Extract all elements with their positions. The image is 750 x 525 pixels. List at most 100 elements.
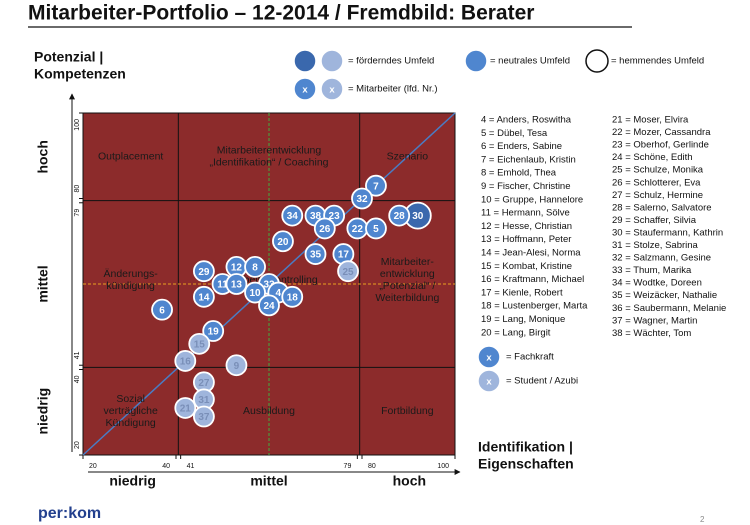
point-label: 28 — [394, 211, 406, 222]
region-label: „Potenzial“ / — [379, 280, 435, 292]
y-band-label: niedrig — [35, 388, 51, 435]
region-label: Mitarbeiter- — [381, 256, 435, 268]
region-label: Ausbildung — [243, 405, 295, 417]
x-band-label: mittel — [250, 473, 287, 489]
region-label: Weiterbildung — [375, 292, 439, 304]
x-tick-label: 100 — [437, 463, 449, 470]
name-entry: 33 = Thum, Marika — [612, 265, 692, 276]
point-label: 38 — [310, 211, 322, 222]
point — [272, 230, 294, 253]
title: Mitarbeiter-Portfolio – 12-2014 / Fremdb… — [28, 2, 534, 25]
legend-label: = Fachkraft — [506, 352, 554, 363]
y-tick-label: 41 — [74, 351, 81, 359]
point — [192, 285, 215, 308]
y-axis-label: Kompetenzen — [34, 66, 126, 82]
name-entry: 31 = Stolze, Sabrina — [612, 240, 699, 251]
name-entry: 25 = Schulze, Monika — [612, 165, 704, 176]
point-label: 20 — [277, 237, 289, 248]
region-label: Szenario — [387, 151, 429, 163]
point — [258, 294, 280, 317]
name-entry: 10 = Gruppe, Hannelore — [481, 194, 583, 205]
y-tick-label: 100 — [74, 119, 81, 131]
region-label: Sozial — [116, 393, 145, 405]
point — [281, 204, 304, 227]
name-entry: 34 = Wodtke, Doreen — [612, 278, 702, 289]
name-entry: 37 = Wagner, Martin — [612, 315, 697, 326]
name-entry: 35 = Weizäcker, Nathalie — [612, 290, 717, 301]
name-entry: 23 = Oberhof, Gerlinde — [612, 140, 709, 151]
x-tick-label: 79 — [344, 463, 352, 470]
legend-label: = förderndes Umfeld — [348, 56, 434, 67]
name-entry: 4 = Anders, Roswitha — [481, 115, 572, 126]
region-label: Änderungs- — [104, 268, 159, 280]
point — [192, 260, 215, 283]
name-entry: 36 = Saubermann, Melanie — [612, 303, 726, 314]
x-tick-label: 41 — [187, 463, 195, 470]
point-label: 11 — [217, 280, 228, 291]
point — [225, 273, 248, 295]
name-entry: 29 = Schaffer, Silvia — [612, 215, 697, 226]
region-label: Fortbildung — [381, 405, 434, 417]
point — [313, 217, 336, 240]
x-band-label: niedrig — [109, 473, 156, 489]
name-entry: 12 = Hesse, Christian — [481, 221, 572, 232]
y-axis-label: Potenzial | — [34, 49, 103, 65]
region-label: Kündigung — [106, 417, 156, 429]
logo: per:kom — [38, 505, 101, 522]
point — [337, 260, 359, 283]
point-label: 12 — [231, 263, 243, 274]
legend-symbol: x — [302, 85, 308, 96]
name-entry: 6 = Enders, Sabine — [481, 141, 562, 152]
name-entry: 26 = Schlotterer, Eva — [612, 177, 701, 188]
legend-marker — [293, 49, 317, 73]
legend-label: = hemmendes Umfeld — [611, 56, 704, 67]
point — [365, 217, 387, 240]
legend-marker — [320, 77, 344, 101]
point — [351, 187, 373, 210]
name-entry: 9 = Fischer, Christine — [481, 181, 571, 192]
legend-marker — [477, 369, 501, 393]
legend-marker — [320, 49, 344, 73]
point-label: 14 — [198, 292, 210, 303]
page-number: 2 — [700, 515, 705, 524]
point — [202, 320, 225, 342]
legend-symbol: x — [329, 85, 335, 96]
point-label: 22 — [352, 224, 364, 235]
x-tick-label: 20 — [89, 463, 97, 470]
region-label: verträgliche — [104, 405, 158, 417]
point — [188, 332, 211, 355]
point-label: 19 — [208, 327, 220, 338]
name-entry: 18 = Lustenberger, Marta — [481, 301, 588, 312]
point-label: 13 — [231, 280, 243, 291]
legend-symbol: x — [486, 377, 492, 388]
point-label: 30 — [412, 211, 424, 222]
point-label: 7 — [373, 181, 379, 192]
region-label: Outplacement — [98, 151, 163, 163]
point-label: 17 — [338, 250, 350, 261]
point — [388, 204, 411, 227]
name-entry: 13 = Hoffmann, Peter — [481, 234, 571, 245]
legend-marker — [477, 345, 501, 369]
point-label: 31 — [198, 395, 210, 406]
name-entry: 15 = Kombat, Kristine — [481, 261, 572, 272]
x-axis-label: Identifikation | — [478, 439, 573, 455]
legend-marker — [585, 49, 609, 73]
name-entry: 19 = Lang, Monique — [481, 314, 565, 325]
x-axis-label: Eigenschaften — [478, 456, 574, 472]
point-label: 21 — [180, 404, 192, 415]
point — [281, 285, 304, 308]
point-label: 9 — [234, 361, 240, 372]
region-label: „Identifikation“ / Coaching — [209, 157, 328, 169]
point — [151, 298, 173, 321]
point-label: 6 — [159, 305, 165, 316]
name-entry: 5 = Dübel, Tesa — [481, 128, 548, 139]
point-label: 37 — [198, 412, 210, 423]
point — [244, 255, 266, 278]
point-label: 35 — [310, 250, 322, 261]
region-label: Mitarbeiterentwicklung — [217, 145, 322, 157]
point-label: 18 — [287, 292, 299, 303]
point — [244, 281, 266, 304]
name-entry: 11 = Hermann, Sölve — [481, 208, 570, 219]
point — [192, 405, 215, 428]
